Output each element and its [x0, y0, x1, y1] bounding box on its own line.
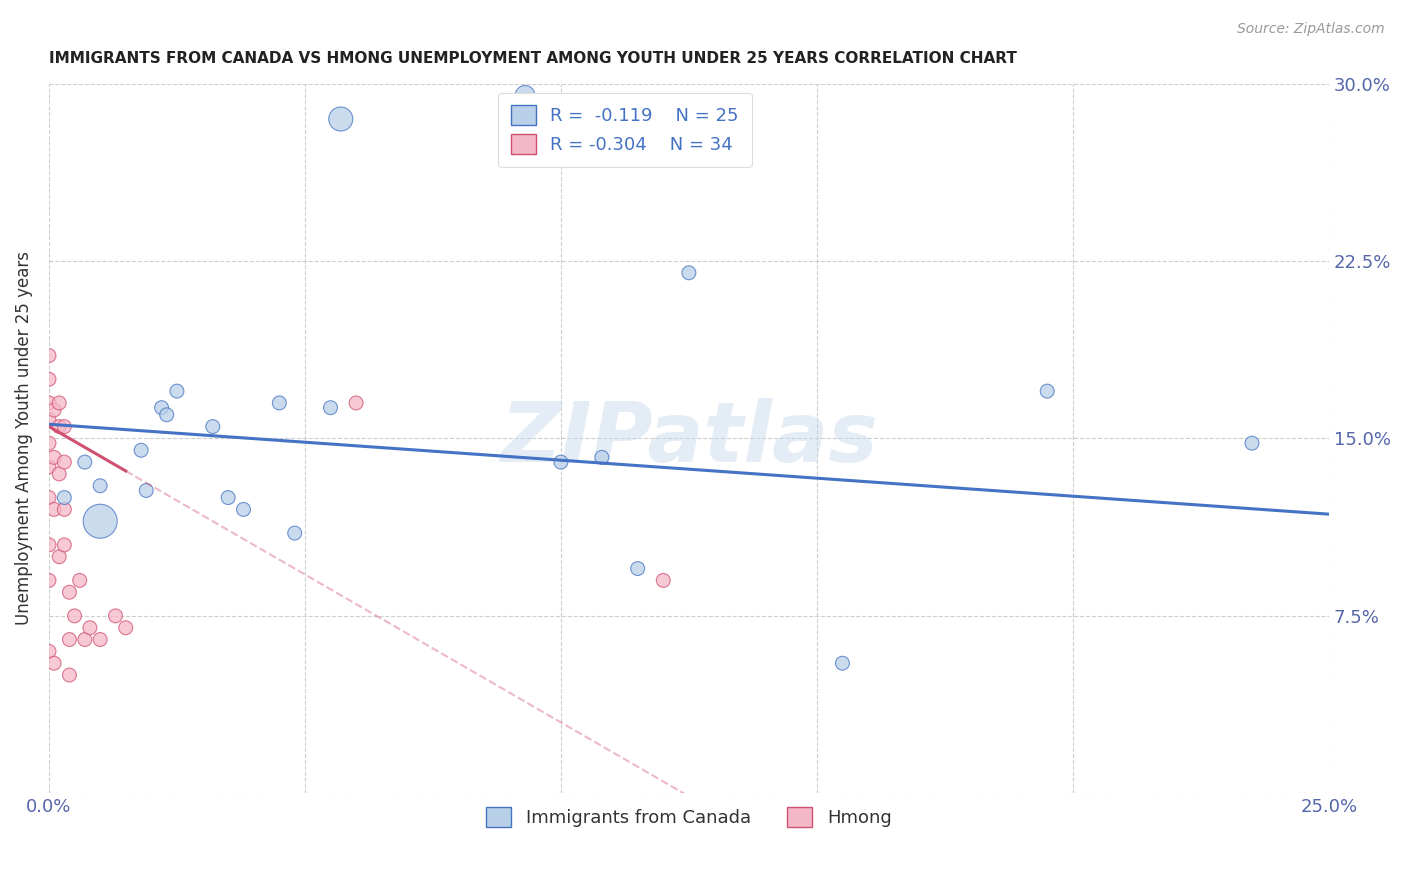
Point — [53, 538, 76, 552]
Text: ZIPatlas: ZIPatlas — [501, 398, 877, 479]
Point — [89, 514, 111, 528]
Point — [38, 644, 60, 658]
Point — [513, 88, 536, 103]
Point — [1240, 436, 1263, 450]
Point — [53, 502, 76, 516]
Point — [269, 396, 291, 410]
Point — [69, 574, 91, 588]
Point — [73, 632, 96, 647]
Point — [114, 621, 136, 635]
Point — [1036, 384, 1059, 398]
Point — [38, 459, 60, 474]
Point — [58, 632, 80, 647]
Legend: Immigrants from Canada, Hmong: Immigrants from Canada, Hmong — [479, 799, 898, 834]
Point — [53, 491, 76, 505]
Point — [38, 574, 60, 588]
Point — [627, 561, 650, 575]
Point — [38, 412, 60, 426]
Point — [38, 491, 60, 505]
Point — [48, 396, 70, 410]
Point — [89, 632, 111, 647]
Point — [73, 455, 96, 469]
Point — [58, 668, 80, 682]
Point — [38, 396, 60, 410]
Point — [53, 419, 76, 434]
Point — [591, 450, 613, 465]
Point — [42, 502, 65, 516]
Point — [104, 608, 127, 623]
Point — [42, 657, 65, 671]
Point — [344, 396, 367, 410]
Point — [89, 479, 111, 493]
Point — [38, 436, 60, 450]
Point — [166, 384, 188, 398]
Point — [284, 526, 307, 541]
Point — [201, 419, 224, 434]
Point — [42, 403, 65, 417]
Point — [38, 349, 60, 363]
Text: IMMIGRANTS FROM CANADA VS HMONG UNEMPLOYMENT AMONG YOUTH UNDER 25 YEARS CORRELAT: IMMIGRANTS FROM CANADA VS HMONG UNEMPLOY… — [49, 51, 1017, 66]
Point — [319, 401, 342, 415]
Y-axis label: Unemployment Among Youth under 25 years: Unemployment Among Youth under 25 years — [15, 252, 32, 625]
Point — [150, 401, 173, 415]
Point — [217, 491, 239, 505]
Point — [48, 549, 70, 564]
Point — [38, 538, 60, 552]
Point — [38, 372, 60, 386]
Point — [678, 266, 700, 280]
Point — [58, 585, 80, 599]
Point — [42, 450, 65, 465]
Point — [831, 657, 853, 671]
Point — [63, 608, 86, 623]
Point — [232, 502, 254, 516]
Point — [499, 124, 522, 138]
Point — [550, 455, 572, 469]
Point — [329, 112, 352, 126]
Point — [652, 574, 675, 588]
Point — [79, 621, 101, 635]
Point — [48, 467, 70, 481]
Point — [156, 408, 179, 422]
Text: Source: ZipAtlas.com: Source: ZipAtlas.com — [1237, 22, 1385, 37]
Point — [135, 483, 157, 498]
Point — [53, 455, 76, 469]
Point — [48, 419, 70, 434]
Point — [129, 443, 152, 458]
